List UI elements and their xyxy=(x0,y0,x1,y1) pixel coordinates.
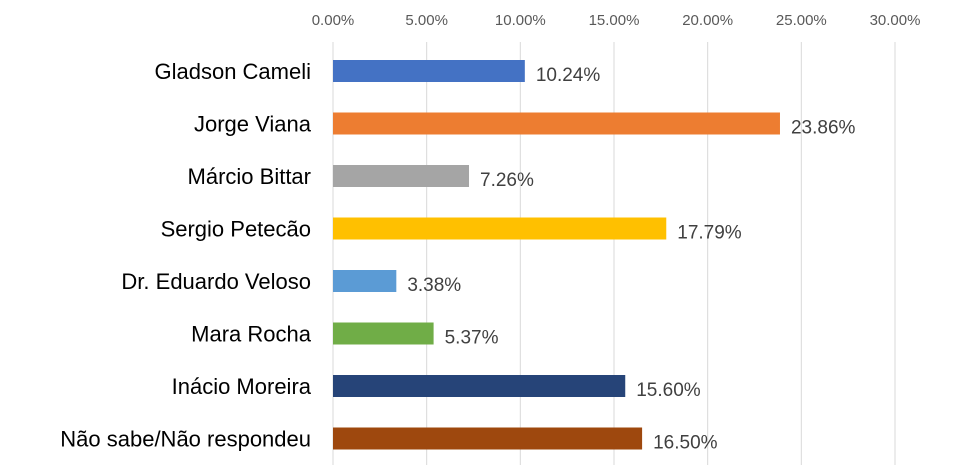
x-tick-label: 10.00% xyxy=(495,12,546,29)
category-labels: Gladson Cameli Jorge Viana Márcio Bittar Se… xyxy=(60,59,311,452)
data-label: 23.86% xyxy=(791,118,856,139)
category-label: Dr. Eduardo Veloso xyxy=(121,269,311,294)
data-label: 10.24% xyxy=(536,65,601,86)
category-label: Inácio Moreira xyxy=(172,374,312,399)
bar xyxy=(333,165,470,187)
x-tick-label: 25.00% xyxy=(776,12,827,29)
data-label: 15.60% xyxy=(636,380,701,401)
category-label: Jorge Viana xyxy=(194,112,312,137)
bar xyxy=(333,375,626,397)
bar xyxy=(333,270,397,292)
bar xyxy=(333,112,780,135)
x-tick-label: 20.00% xyxy=(682,12,733,29)
data-label: 7.26% xyxy=(480,170,534,191)
gridlines xyxy=(332,42,896,465)
bar xyxy=(333,60,525,82)
category-label: Mara Rocha xyxy=(191,322,312,347)
bars xyxy=(333,60,780,450)
data-label: 17.79% xyxy=(677,223,742,244)
x-tick-label: 5.00% xyxy=(405,12,448,29)
bar xyxy=(333,427,643,450)
data-labels: 10.24% 23.86% 7.26% 17.79% 3.38% 5.37% 15.60% 1… xyxy=(407,65,855,454)
category-label: Sergio Petecão xyxy=(161,217,311,242)
x-axis-tick-labels: 0.00% 5.00% 10.00% 15.00% 20.00% 25.00% 30.00% xyxy=(312,12,921,29)
bar xyxy=(333,322,434,345)
x-tick-label: 30.00% xyxy=(870,12,921,29)
data-label: 16.50% xyxy=(653,433,718,454)
category-label: Não sabe/Não respondeu xyxy=(60,427,311,452)
category-label: Gladson Cameli xyxy=(154,59,311,84)
x-tick-label: 0.00% xyxy=(312,12,355,29)
bar xyxy=(333,217,667,240)
data-label: 5.37% xyxy=(445,328,499,349)
category-label: Márcio Bittar xyxy=(188,164,311,189)
x-tick-label: 15.00% xyxy=(589,12,640,29)
data-label: 3.38% xyxy=(407,275,461,296)
